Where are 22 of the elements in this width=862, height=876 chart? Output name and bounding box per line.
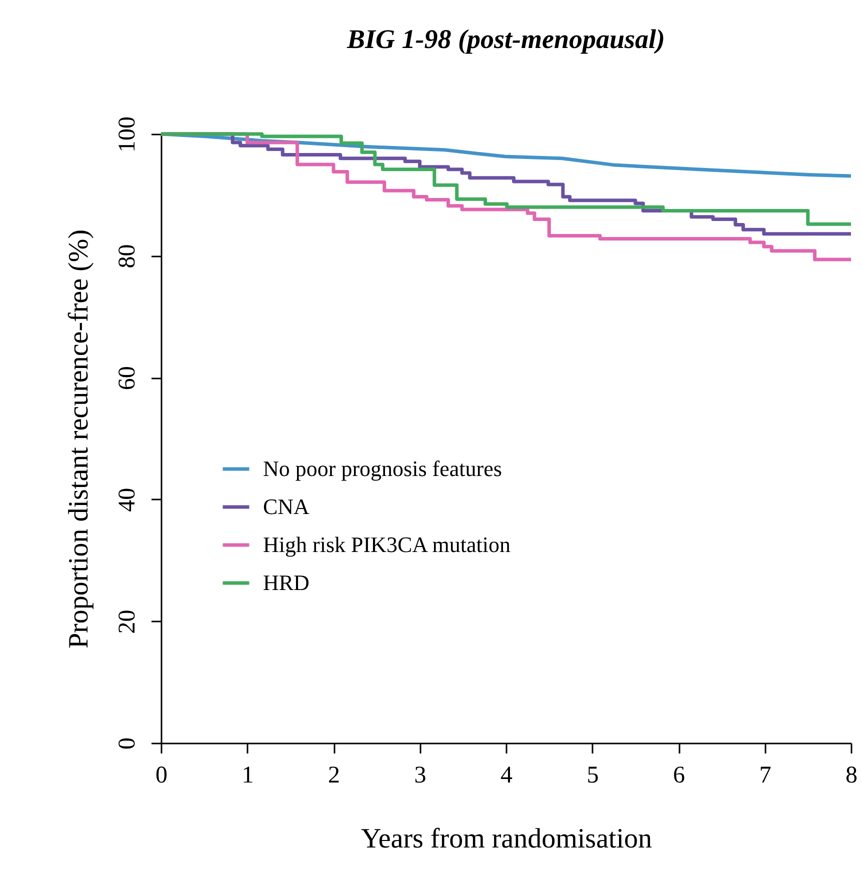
x-tick-label: 5: [586, 762, 599, 788]
x-tick-label: 2: [328, 762, 340, 788]
y-tick-label: 0: [114, 738, 140, 750]
x-tick-label: 1: [242, 762, 254, 788]
y-axis-title: Proportion distant recurence-free (%): [64, 229, 94, 649]
x-tick-label: 6: [673, 762, 685, 788]
legend-label: CNA: [263, 494, 310, 519]
legend-label: No poor prognosis features: [263, 456, 502, 481]
x-tick-label: 7: [759, 762, 772, 788]
chart-title: BIG 1-98 (post-menopausal): [346, 24, 666, 54]
y-tick-label: 40: [114, 488, 140, 512]
y-tick-label: 20: [114, 610, 140, 634]
x-axis-title: Years from randomisation: [360, 824, 652, 854]
x-tick-label: 0: [156, 762, 168, 788]
y-tick-label: 80: [114, 244, 140, 268]
legend-label: High risk PIK3CA mutation: [263, 532, 511, 557]
legend-label: HRD: [263, 570, 310, 595]
y-tick-label: 60: [114, 366, 140, 390]
y-tick-label: 100: [114, 116, 140, 152]
x-tick-label: 4: [500, 762, 512, 788]
x-tick-label: 8: [846, 762, 858, 788]
x-tick-label: 3: [414, 762, 426, 788]
